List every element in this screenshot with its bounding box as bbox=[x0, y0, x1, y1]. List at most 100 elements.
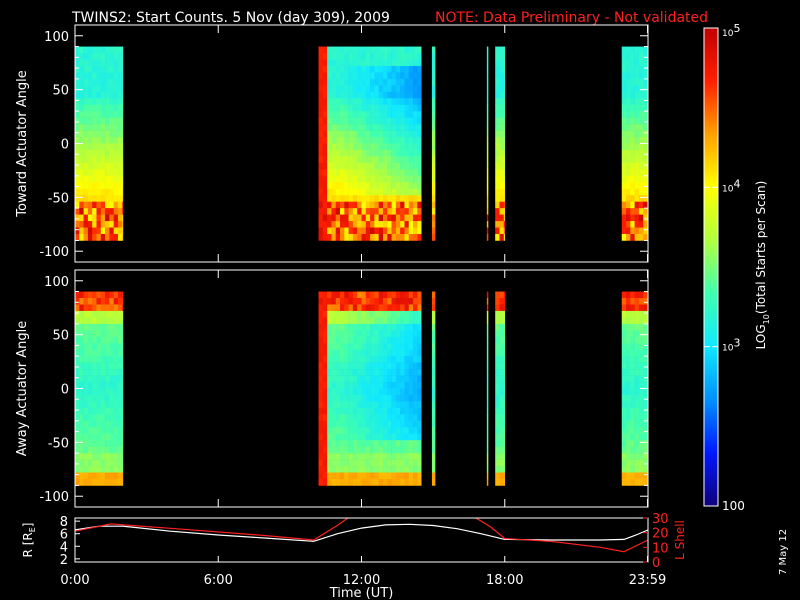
heatmap-cell bbox=[621, 143, 627, 151]
heatmap-cell bbox=[408, 401, 414, 409]
heatmap-cell bbox=[495, 91, 500, 99]
heatmap-cell bbox=[365, 433, 371, 441]
y-tick-label: -50 bbox=[48, 436, 69, 451]
heatmap-cell bbox=[400, 323, 405, 331]
heatmap-cell bbox=[113, 227, 119, 235]
heatmap-cell bbox=[357, 472, 362, 480]
heatmap-cell bbox=[344, 137, 349, 144]
heatmap-cell bbox=[327, 310, 332, 318]
heatmap-cell bbox=[626, 420, 631, 428]
heatmap-cell bbox=[630, 375, 635, 383]
heatmap-cell bbox=[638, 162, 644, 170]
heatmap-cell bbox=[374, 298, 379, 305]
heatmap-cell bbox=[370, 59, 375, 67]
heatmap-cell bbox=[83, 104, 89, 112]
heatmap-cell bbox=[365, 214, 371, 222]
heatmap-cell bbox=[486, 414, 489, 422]
heatmap-cell bbox=[109, 310, 114, 318]
heatmap-cell bbox=[370, 124, 375, 131]
heatmap-cell bbox=[638, 188, 644, 196]
heatmap-cell bbox=[79, 407, 84, 415]
heatmap-cell bbox=[100, 162, 106, 170]
heatmap-cell bbox=[79, 137, 84, 144]
heatmap-cell bbox=[630, 369, 635, 376]
heatmap-cell bbox=[331, 156, 337, 164]
heatmap-cell bbox=[495, 46, 500, 54]
heatmap-cell bbox=[495, 130, 500, 138]
heatmap-cell bbox=[503, 369, 506, 376]
heatmap-cell bbox=[348, 394, 354, 402]
heatmap-cell bbox=[75, 433, 80, 441]
heatmap-cell bbox=[75, 208, 80, 215]
heatmap-cell bbox=[122, 407, 124, 415]
heatmap-cell bbox=[391, 46, 397, 54]
heatmap-cell bbox=[117, 201, 123, 209]
heatmap-cell bbox=[400, 188, 405, 196]
heatmap-cell bbox=[318, 414, 324, 422]
heatmap-cell bbox=[361, 201, 367, 209]
heatmap-cell bbox=[113, 85, 119, 93]
heatmap-cell bbox=[503, 98, 506, 106]
heatmap-cell bbox=[79, 104, 84, 112]
heatmap-cell bbox=[630, 53, 635, 60]
heatmap-cell bbox=[417, 414, 422, 422]
heatmap-cell bbox=[122, 182, 124, 190]
heatmap-cell bbox=[413, 182, 418, 190]
heatmap-cell bbox=[361, 343, 367, 351]
heatmap-cell bbox=[348, 310, 354, 318]
heatmap-cell bbox=[117, 369, 123, 376]
heatmap-cell bbox=[391, 356, 397, 363]
heatmap-cell bbox=[318, 182, 324, 190]
y-axis-label: Toward Actuator Angle bbox=[15, 70, 30, 217]
heatmap-cell bbox=[113, 427, 119, 435]
heatmap-cell bbox=[621, 182, 627, 190]
heatmap-cell bbox=[96, 349, 102, 357]
heatmap-cell bbox=[495, 124, 500, 131]
heatmap-cell bbox=[630, 453, 635, 460]
heatmap-cell bbox=[503, 472, 506, 480]
heatmap-cell bbox=[75, 388, 80, 396]
heatmap-cell bbox=[109, 394, 114, 402]
heatmap-cell bbox=[387, 175, 392, 183]
heatmap-cell bbox=[417, 343, 422, 351]
heatmap-cell bbox=[348, 104, 354, 112]
heatmap-cell bbox=[378, 414, 384, 422]
heatmap-cell bbox=[361, 304, 367, 312]
heatmap-cell bbox=[105, 323, 110, 331]
heatmap-cell bbox=[96, 143, 102, 151]
heatmap-cell bbox=[370, 233, 375, 241]
heatmap-cell bbox=[79, 336, 84, 344]
heatmap-cell bbox=[643, 298, 648, 305]
heatmap-cell bbox=[335, 214, 341, 222]
heatmap-cell bbox=[365, 323, 371, 331]
heatmap-cell bbox=[335, 317, 341, 325]
heatmap-cell bbox=[391, 330, 397, 338]
heatmap-cell bbox=[643, 188, 648, 196]
heatmap-cell bbox=[378, 182, 384, 190]
heatmap-cell bbox=[340, 143, 345, 151]
heatmap-cell bbox=[643, 214, 648, 222]
heatmap-cell bbox=[365, 369, 371, 376]
heatmap-cell bbox=[109, 427, 114, 435]
heatmap-cell bbox=[370, 466, 375, 473]
heatmap-cell bbox=[431, 317, 436, 325]
heatmap-cell bbox=[621, 46, 627, 54]
heatmap-cell bbox=[122, 369, 124, 376]
heatmap-cell bbox=[431, 208, 436, 215]
heatmap-cell bbox=[408, 143, 414, 151]
heatmap-cell bbox=[100, 117, 106, 125]
heatmap-cell bbox=[417, 78, 422, 86]
heatmap-cell bbox=[638, 369, 644, 376]
heatmap-cell bbox=[626, 46, 631, 54]
heatmap-cell bbox=[374, 401, 379, 409]
heatmap-cell bbox=[105, 227, 110, 235]
heatmap-cell bbox=[413, 117, 418, 125]
heatmap-cell bbox=[413, 72, 418, 80]
heatmap-cell bbox=[638, 117, 644, 125]
heatmap-cell bbox=[92, 304, 97, 312]
heatmap-cell bbox=[621, 420, 627, 428]
heatmap-cell bbox=[408, 195, 414, 202]
heatmap-cell bbox=[486, 427, 489, 435]
heatmap-cell bbox=[378, 195, 384, 202]
heatmap-cell bbox=[621, 394, 627, 402]
